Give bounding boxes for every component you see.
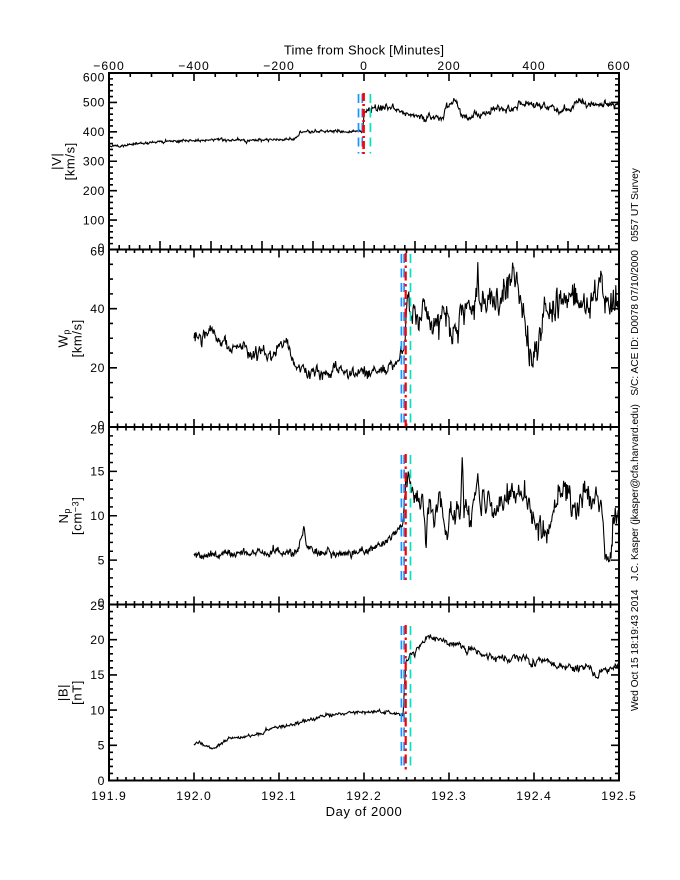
svg-text:−600: −600 (93, 59, 124, 73)
svg-text:40: 40 (90, 302, 105, 316)
svg-text:300: 300 (83, 155, 105, 169)
svg-text:−400: −400 (178, 59, 209, 73)
svg-text:100: 100 (83, 213, 105, 227)
svg-text:[km/s]: [km/s] (70, 319, 85, 357)
svg-text:Day of 2000: Day of 2000 (326, 804, 403, 819)
svg-text:192.5: 192.5 (601, 789, 637, 803)
svg-text:15: 15 (90, 465, 105, 479)
svg-text:0: 0 (98, 418, 105, 432)
svg-text:192.2: 192.2 (346, 789, 382, 803)
svg-text:0: 0 (98, 774, 105, 788)
svg-text:192.0: 192.0 (176, 789, 212, 803)
svg-text:192.4: 192.4 (516, 789, 552, 803)
svg-text:[km/s]: [km/s] (63, 142, 78, 180)
svg-text:10: 10 (90, 509, 105, 523)
svg-text:191.9: 191.9 (91, 789, 127, 803)
svg-text:|B|: |B| (56, 684, 71, 701)
svg-text:400: 400 (522, 59, 545, 73)
svg-text:0: 0 (98, 241, 105, 255)
svg-text:192.3: 192.3 (431, 789, 467, 803)
svg-text:[nT]: [nT] (70, 680, 85, 705)
svg-text:0: 0 (360, 59, 368, 73)
svg-text:5: 5 (98, 739, 105, 753)
svg-text:−200: −200 (263, 59, 294, 73)
svg-text:15: 15 (90, 668, 105, 682)
svg-text:400: 400 (83, 125, 105, 139)
svg-text:200: 200 (437, 59, 460, 73)
svg-text:5: 5 (98, 553, 105, 567)
svg-text:Time from Shock [Minutes]: Time from Shock [Minutes] (284, 43, 444, 58)
svg-text:0: 0 (98, 596, 105, 610)
svg-text:10: 10 (90, 703, 105, 717)
svg-text:|V|: |V| (49, 153, 64, 170)
svg-text:600: 600 (607, 59, 630, 73)
svg-text:192.1: 192.1 (261, 789, 297, 803)
svg-text:20: 20 (90, 422, 105, 436)
svg-text:Wed Oct 15 18:19:43 2014 J.C: Wed Oct 15 18:19:43 2014 J.C. Kasper (jk… (630, 167, 641, 711)
svg-text:200: 200 (83, 184, 105, 198)
svg-text:20: 20 (90, 361, 105, 375)
svg-text:25: 25 (90, 599, 105, 613)
svg-text:60: 60 (90, 244, 105, 258)
svg-text:600: 600 (83, 70, 105, 84)
svg-text:20: 20 (90, 633, 105, 647)
svg-text:500: 500 (83, 96, 105, 110)
